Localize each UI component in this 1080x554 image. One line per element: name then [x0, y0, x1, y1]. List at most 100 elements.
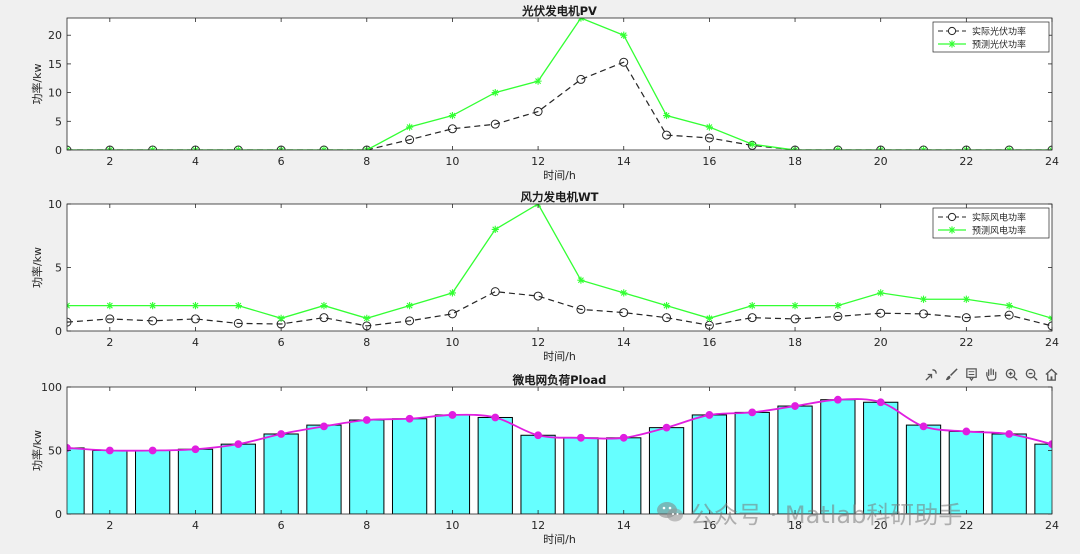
forecast-point-8-shape	[363, 314, 371, 322]
forecast-point-12	[534, 77, 542, 85]
brush-icon[interactable]	[942, 365, 960, 383]
chart-title: 微电网负荷Pload	[512, 373, 607, 387]
forecast-point-15	[662, 111, 671, 120]
actual-point-10	[447, 124, 457, 134]
wt-chart: 2 4 6 8 10 12 14 16 18 20 22 240510风力发电机WT时间/h功率/kw…	[30, 190, 1059, 363]
load-point-2	[105, 446, 114, 455]
chart-title: 光伏发电机PV	[521, 4, 597, 18]
forecast-point-22-shape	[962, 295, 970, 303]
forecast-point-9	[406, 123, 414, 131]
y-tick-label-20: 20	[48, 29, 62, 42]
forecast-point-17-shape	[748, 140, 756, 148]
forecast-point-5-shape	[234, 302, 242, 310]
y-tick-label-0: 0	[55, 325, 62, 338]
forecast-point-11	[491, 89, 499, 97]
actual-point-3	[148, 145, 158, 150]
axes-toolbar	[922, 365, 1060, 383]
forecast-point-13	[577, 276, 585, 284]
x-tick-label-14: 14	[617, 336, 631, 349]
zoom-in-icon[interactable]	[1002, 365, 1020, 383]
forecast-point-9-shape	[406, 123, 414, 131]
forecast-point-10-shape	[448, 289, 457, 297]
actual-point-3	[148, 316, 158, 326]
home-icon[interactable]	[1042, 365, 1060, 383]
bar-17	[734, 411, 770, 514]
forecast-point-16-shape	[705, 123, 713, 131]
x-tick-label-12: 12	[531, 155, 545, 168]
legend-actual-label: 实际光伏功率	[972, 26, 1026, 38]
bar-9	[391, 418, 428, 514]
load-point-1	[67, 444, 71, 452]
x-tick-label-6: 6	[278, 336, 285, 349]
x-tick-label-10: 10	[445, 519, 459, 532]
actual-point-23	[1004, 145, 1014, 150]
bar-23	[991, 433, 1027, 514]
actual-point-22	[961, 313, 971, 323]
forecast-point-7	[320, 302, 328, 310]
forecast-point-17-shape	[748, 302, 756, 310]
forecast-point-16-shape	[705, 314, 713, 322]
x-tick-label-22: 22	[959, 336, 973, 349]
forecast-point-14-shape	[620, 31, 628, 39]
x-axis-label: 时间/h	[543, 350, 576, 363]
legend-actual-label: 实际风电功率	[972, 212, 1026, 224]
x-tick-label-8: 8	[363, 336, 370, 349]
forecast-point-15	[662, 302, 671, 310]
actual-point-7	[319, 313, 329, 323]
y-tick-label-100: 100	[41, 381, 62, 394]
forecast-point-9	[406, 302, 414, 310]
bar-14	[606, 437, 642, 514]
forecast-point-17	[748, 140, 756, 148]
actual-point-24	[1047, 321, 1052, 331]
bar-21	[905, 424, 942, 514]
plot-content	[67, 18, 1052, 150]
x-tick-label-18: 18	[788, 336, 802, 349]
plot-area	[67, 18, 1052, 150]
bar-8	[349, 419, 385, 514]
load-point-6	[277, 430, 286, 438]
export-icon[interactable]	[922, 365, 940, 383]
forecast-line	[67, 204, 1052, 319]
zoom-out-icon[interactable]	[1022, 365, 1040, 383]
forecast-point-21-shape	[919, 295, 928, 303]
y-tick-label-0: 0	[55, 144, 62, 157]
forecast-point-9-shape	[406, 302, 414, 310]
y-axis-label: 功率/kw	[30, 247, 44, 288]
load-point-23	[1005, 430, 1014, 438]
actual-point-5	[233, 145, 243, 150]
forecast-point-19	[834, 302, 842, 310]
forecast-point-10	[448, 289, 457, 297]
forecast-point-4	[191, 302, 200, 310]
forecast-point-3	[149, 302, 157, 310]
y-axis-label: 功率/kw	[30, 430, 44, 471]
forecast-point-16	[705, 123, 713, 131]
forecast-point-8	[363, 314, 371, 322]
bar-20	[863, 401, 899, 514]
forecast-point-6-shape	[277, 314, 285, 322]
x-tick-label-14: 14	[617, 155, 631, 168]
forecast-point-14	[620, 31, 628, 39]
load-point-9	[405, 414, 414, 423]
actual-point-1	[67, 317, 72, 327]
pan-icon[interactable]	[982, 365, 1000, 383]
forecast-point-11-shape	[491, 89, 499, 97]
y-tick-label-15: 15	[48, 58, 62, 71]
bar-1	[67, 447, 85, 514]
load-point-13	[577, 433, 585, 442]
x-tick-label-20: 20	[874, 336, 888, 349]
bar-10	[434, 414, 471, 514]
actual-line	[67, 61, 1052, 150]
pload-chart: 2 4 6 8 10 12 14 16 18 20 22 24050100微电网负荷Pload时间/h…	[30, 373, 1059, 546]
forecast-point-22	[962, 295, 970, 303]
actual-point-15	[662, 130, 672, 140]
load-point-5	[234, 440, 243, 449]
forecast-point-11-shape	[491, 225, 499, 233]
legend-actual-marker	[947, 26, 957, 36]
forecast-point-18	[791, 302, 799, 310]
load-point-11	[491, 413, 500, 422]
datatip-icon[interactable]	[962, 365, 980, 383]
plot-content	[67, 395, 1052, 514]
actual-point-19	[833, 311, 843, 321]
actual-point-14	[619, 308, 629, 318]
